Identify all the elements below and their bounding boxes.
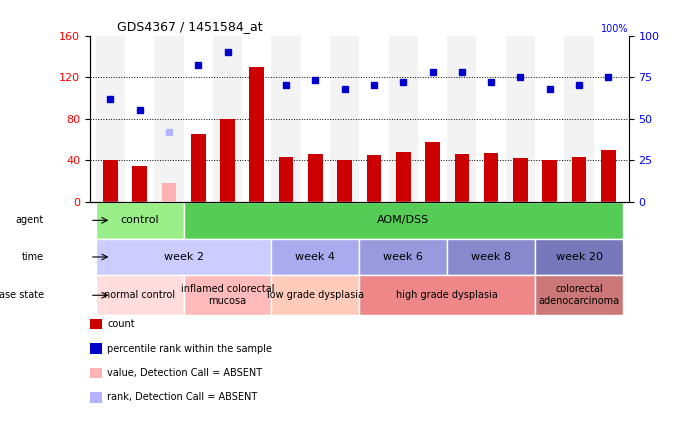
Bar bbox=[601, 150, 616, 202]
Bar bbox=[455, 154, 469, 202]
Bar bbox=[162, 183, 176, 202]
Bar bbox=[103, 160, 117, 202]
Bar bbox=[95, 239, 272, 275]
Bar bbox=[272, 275, 359, 315]
Bar bbox=[571, 157, 587, 202]
Text: high grade dysplasia: high grade dysplasia bbox=[397, 290, 498, 300]
Text: rank, Detection Call = ABSENT: rank, Detection Call = ABSENT bbox=[107, 392, 257, 402]
Bar bbox=[272, 36, 301, 202]
Bar bbox=[513, 159, 528, 202]
Bar bbox=[125, 36, 154, 202]
Bar bbox=[95, 202, 184, 239]
Text: percentile rank within the sample: percentile rank within the sample bbox=[107, 344, 272, 353]
Bar bbox=[272, 239, 359, 275]
Text: time: time bbox=[22, 252, 44, 262]
Bar bbox=[95, 275, 184, 315]
Bar bbox=[565, 36, 594, 202]
Bar bbox=[132, 166, 147, 202]
Bar bbox=[184, 202, 623, 239]
Bar bbox=[542, 160, 557, 202]
Text: count: count bbox=[107, 319, 135, 329]
Text: disease state: disease state bbox=[0, 290, 44, 300]
Bar bbox=[396, 152, 410, 202]
Bar bbox=[535, 239, 623, 275]
Bar bbox=[191, 135, 205, 202]
Bar bbox=[278, 157, 294, 202]
Text: AOM/DSS: AOM/DSS bbox=[377, 215, 429, 226]
Bar bbox=[308, 154, 323, 202]
Bar bbox=[359, 239, 447, 275]
Bar bbox=[213, 36, 242, 202]
Text: agent: agent bbox=[16, 215, 44, 226]
Bar bbox=[594, 36, 623, 202]
Text: control: control bbox=[120, 215, 159, 226]
Bar bbox=[249, 67, 264, 202]
Text: week 20: week 20 bbox=[556, 252, 603, 262]
Text: 100%: 100% bbox=[601, 24, 629, 34]
Bar bbox=[388, 36, 418, 202]
Bar bbox=[359, 36, 388, 202]
Text: week 2: week 2 bbox=[164, 252, 204, 262]
Bar bbox=[484, 153, 498, 202]
Text: week 8: week 8 bbox=[471, 252, 511, 262]
Bar bbox=[359, 275, 535, 315]
Text: GDS4367 / 1451584_at: GDS4367 / 1451584_at bbox=[117, 20, 263, 33]
Bar bbox=[447, 36, 477, 202]
Bar bbox=[535, 36, 565, 202]
Bar bbox=[367, 155, 381, 202]
Bar bbox=[535, 275, 623, 315]
Bar bbox=[95, 36, 125, 202]
Bar bbox=[301, 36, 330, 202]
Text: low grade dysplasia: low grade dysplasia bbox=[267, 290, 364, 300]
Bar bbox=[154, 36, 184, 202]
Text: value, Detection Call = ABSENT: value, Detection Call = ABSENT bbox=[107, 368, 262, 378]
Bar bbox=[425, 142, 440, 202]
Bar bbox=[220, 119, 235, 202]
Bar bbox=[506, 36, 535, 202]
Bar bbox=[184, 36, 213, 202]
Bar bbox=[418, 36, 447, 202]
Text: week 6: week 6 bbox=[384, 252, 423, 262]
Bar bbox=[242, 36, 272, 202]
Text: normal control: normal control bbox=[104, 290, 176, 300]
Text: inflamed colorectal
mucosa: inflamed colorectal mucosa bbox=[181, 285, 274, 306]
Bar bbox=[330, 36, 359, 202]
Bar bbox=[477, 36, 506, 202]
Bar bbox=[184, 275, 272, 315]
Bar bbox=[447, 239, 535, 275]
Bar bbox=[337, 160, 352, 202]
Text: colorectal
adenocarcinoma: colorectal adenocarcinoma bbox=[538, 285, 620, 306]
Text: week 4: week 4 bbox=[295, 252, 335, 262]
